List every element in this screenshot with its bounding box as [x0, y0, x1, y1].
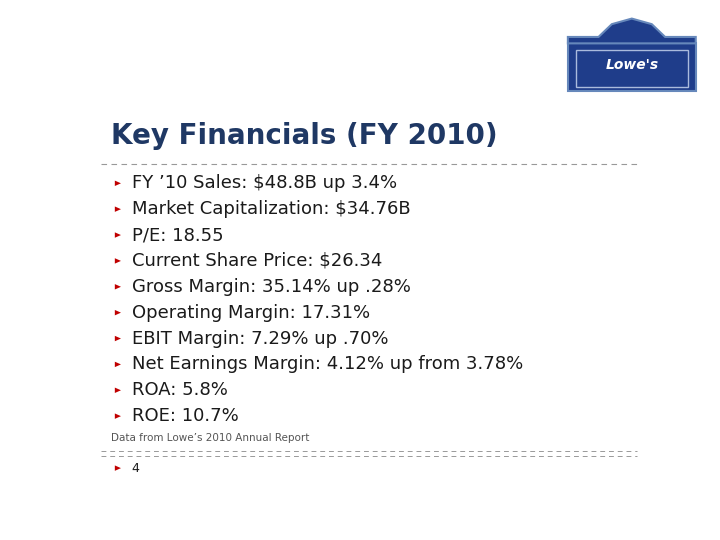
Text: Operating Margin: 17.31%: Operating Margin: 17.31%: [132, 303, 370, 322]
Polygon shape: [114, 414, 121, 419]
Text: Market Capitalization: $34.76B: Market Capitalization: $34.76B: [132, 200, 410, 218]
Text: FY ’10 Sales: $48.8B up 3.4%: FY ’10 Sales: $48.8B up 3.4%: [132, 174, 397, 192]
Polygon shape: [114, 388, 121, 393]
Polygon shape: [114, 310, 121, 315]
Text: 4: 4: [132, 462, 140, 475]
Text: Gross Margin: 35.14% up .28%: Gross Margin: 35.14% up .28%: [132, 278, 410, 296]
Polygon shape: [114, 284, 121, 289]
Polygon shape: [114, 206, 121, 212]
Polygon shape: [114, 465, 121, 471]
Text: ROE: 10.7%: ROE: 10.7%: [132, 407, 238, 425]
Polygon shape: [114, 232, 121, 238]
Text: Lowe's: Lowe's: [606, 58, 658, 72]
Polygon shape: [114, 362, 121, 367]
Text: Data from Lowe’s 2010 Annual Report: Data from Lowe’s 2010 Annual Report: [111, 433, 310, 443]
FancyBboxPatch shape: [576, 50, 688, 86]
FancyBboxPatch shape: [568, 43, 696, 91]
Polygon shape: [114, 258, 121, 264]
Text: Key Financials (FY 2010): Key Financials (FY 2010): [111, 122, 498, 150]
Polygon shape: [114, 336, 121, 341]
Polygon shape: [568, 18, 696, 43]
Text: EBIT Margin: 7.29% up .70%: EBIT Margin: 7.29% up .70%: [132, 329, 388, 348]
Text: P/E: 18.55: P/E: 18.55: [132, 226, 223, 244]
Text: ROA: 5.8%: ROA: 5.8%: [132, 381, 228, 399]
Text: Current Share Price: $26.34: Current Share Price: $26.34: [132, 252, 382, 270]
Text: Net Earnings Margin: 4.12% up from 3.78%: Net Earnings Margin: 4.12% up from 3.78%: [132, 355, 523, 373]
Polygon shape: [114, 180, 121, 186]
